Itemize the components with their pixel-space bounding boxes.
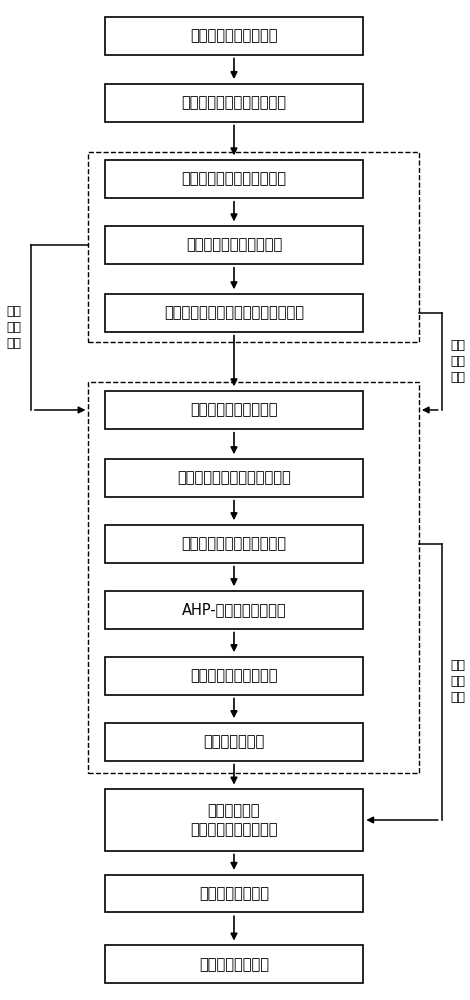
Text: 求解各级指标的隶属度: 求解各级指标的隶属度 (190, 668, 278, 683)
Text: 收集巷道围岩地质资料: 收集巷道围岩地质资料 (190, 28, 278, 43)
Text: 支护方案综合打分: 支护方案综合打分 (199, 886, 269, 901)
Text: 提供
数学
模型: 提供 数学 模型 (451, 659, 466, 704)
Text: 求解围岩支护效果评价矩阵: 求解围岩支护效果评价矩阵 (181, 536, 287, 551)
FancyBboxPatch shape (104, 525, 363, 563)
Text: 输入
评价
体系: 输入 评价 体系 (451, 339, 466, 384)
FancyBboxPatch shape (104, 17, 363, 55)
Text: 输入
评价
体系: 输入 评价 体系 (7, 305, 22, 350)
Text: 基于理论设计不同支护方案: 基于理论设计不同支护方案 (181, 95, 287, 110)
FancyBboxPatch shape (104, 294, 363, 332)
FancyBboxPatch shape (104, 459, 363, 497)
FancyBboxPatch shape (104, 391, 363, 429)
Text: 计算围岩变形和锚杆变形: 计算围岩变形和锚杆变形 (186, 238, 282, 253)
Bar (88, 382, 419, 773)
FancyBboxPatch shape (104, 875, 363, 912)
Text: 计算支护方案的支护成本和掘进速率: 计算支护方案的支护成本和掘进速率 (164, 305, 304, 320)
FancyBboxPatch shape (104, 591, 363, 629)
FancyBboxPatch shape (104, 84, 363, 122)
Text: AHP-熵权进行组合赋权: AHP-熵权进行组合赋权 (182, 602, 286, 617)
Text: 求解目标层权重: 求解目标层权重 (204, 734, 265, 749)
FancyBboxPatch shape (104, 723, 363, 761)
FancyBboxPatch shape (104, 657, 363, 695)
Text: 评价指标分级标准及模糊量化: 评价指标分级标准及模糊量化 (177, 470, 291, 485)
Text: 构建支护效果评价体系: 构建支护效果评价体系 (190, 402, 278, 417)
FancyBboxPatch shape (104, 226, 363, 264)
FancyBboxPatch shape (104, 945, 363, 983)
FancyBboxPatch shape (104, 160, 363, 198)
Text: 确定最优支护参数: 确定最优支护参数 (199, 957, 269, 972)
Text: 数值模拟计算不同支护方案: 数值模拟计算不同支护方案 (181, 172, 287, 187)
Text: 巷道过陷落柱
围岩支护参数优化系统: 巷道过陷落柱 围岩支护参数优化系统 (190, 803, 278, 837)
FancyBboxPatch shape (104, 789, 363, 851)
Bar (88, 152, 419, 342)
